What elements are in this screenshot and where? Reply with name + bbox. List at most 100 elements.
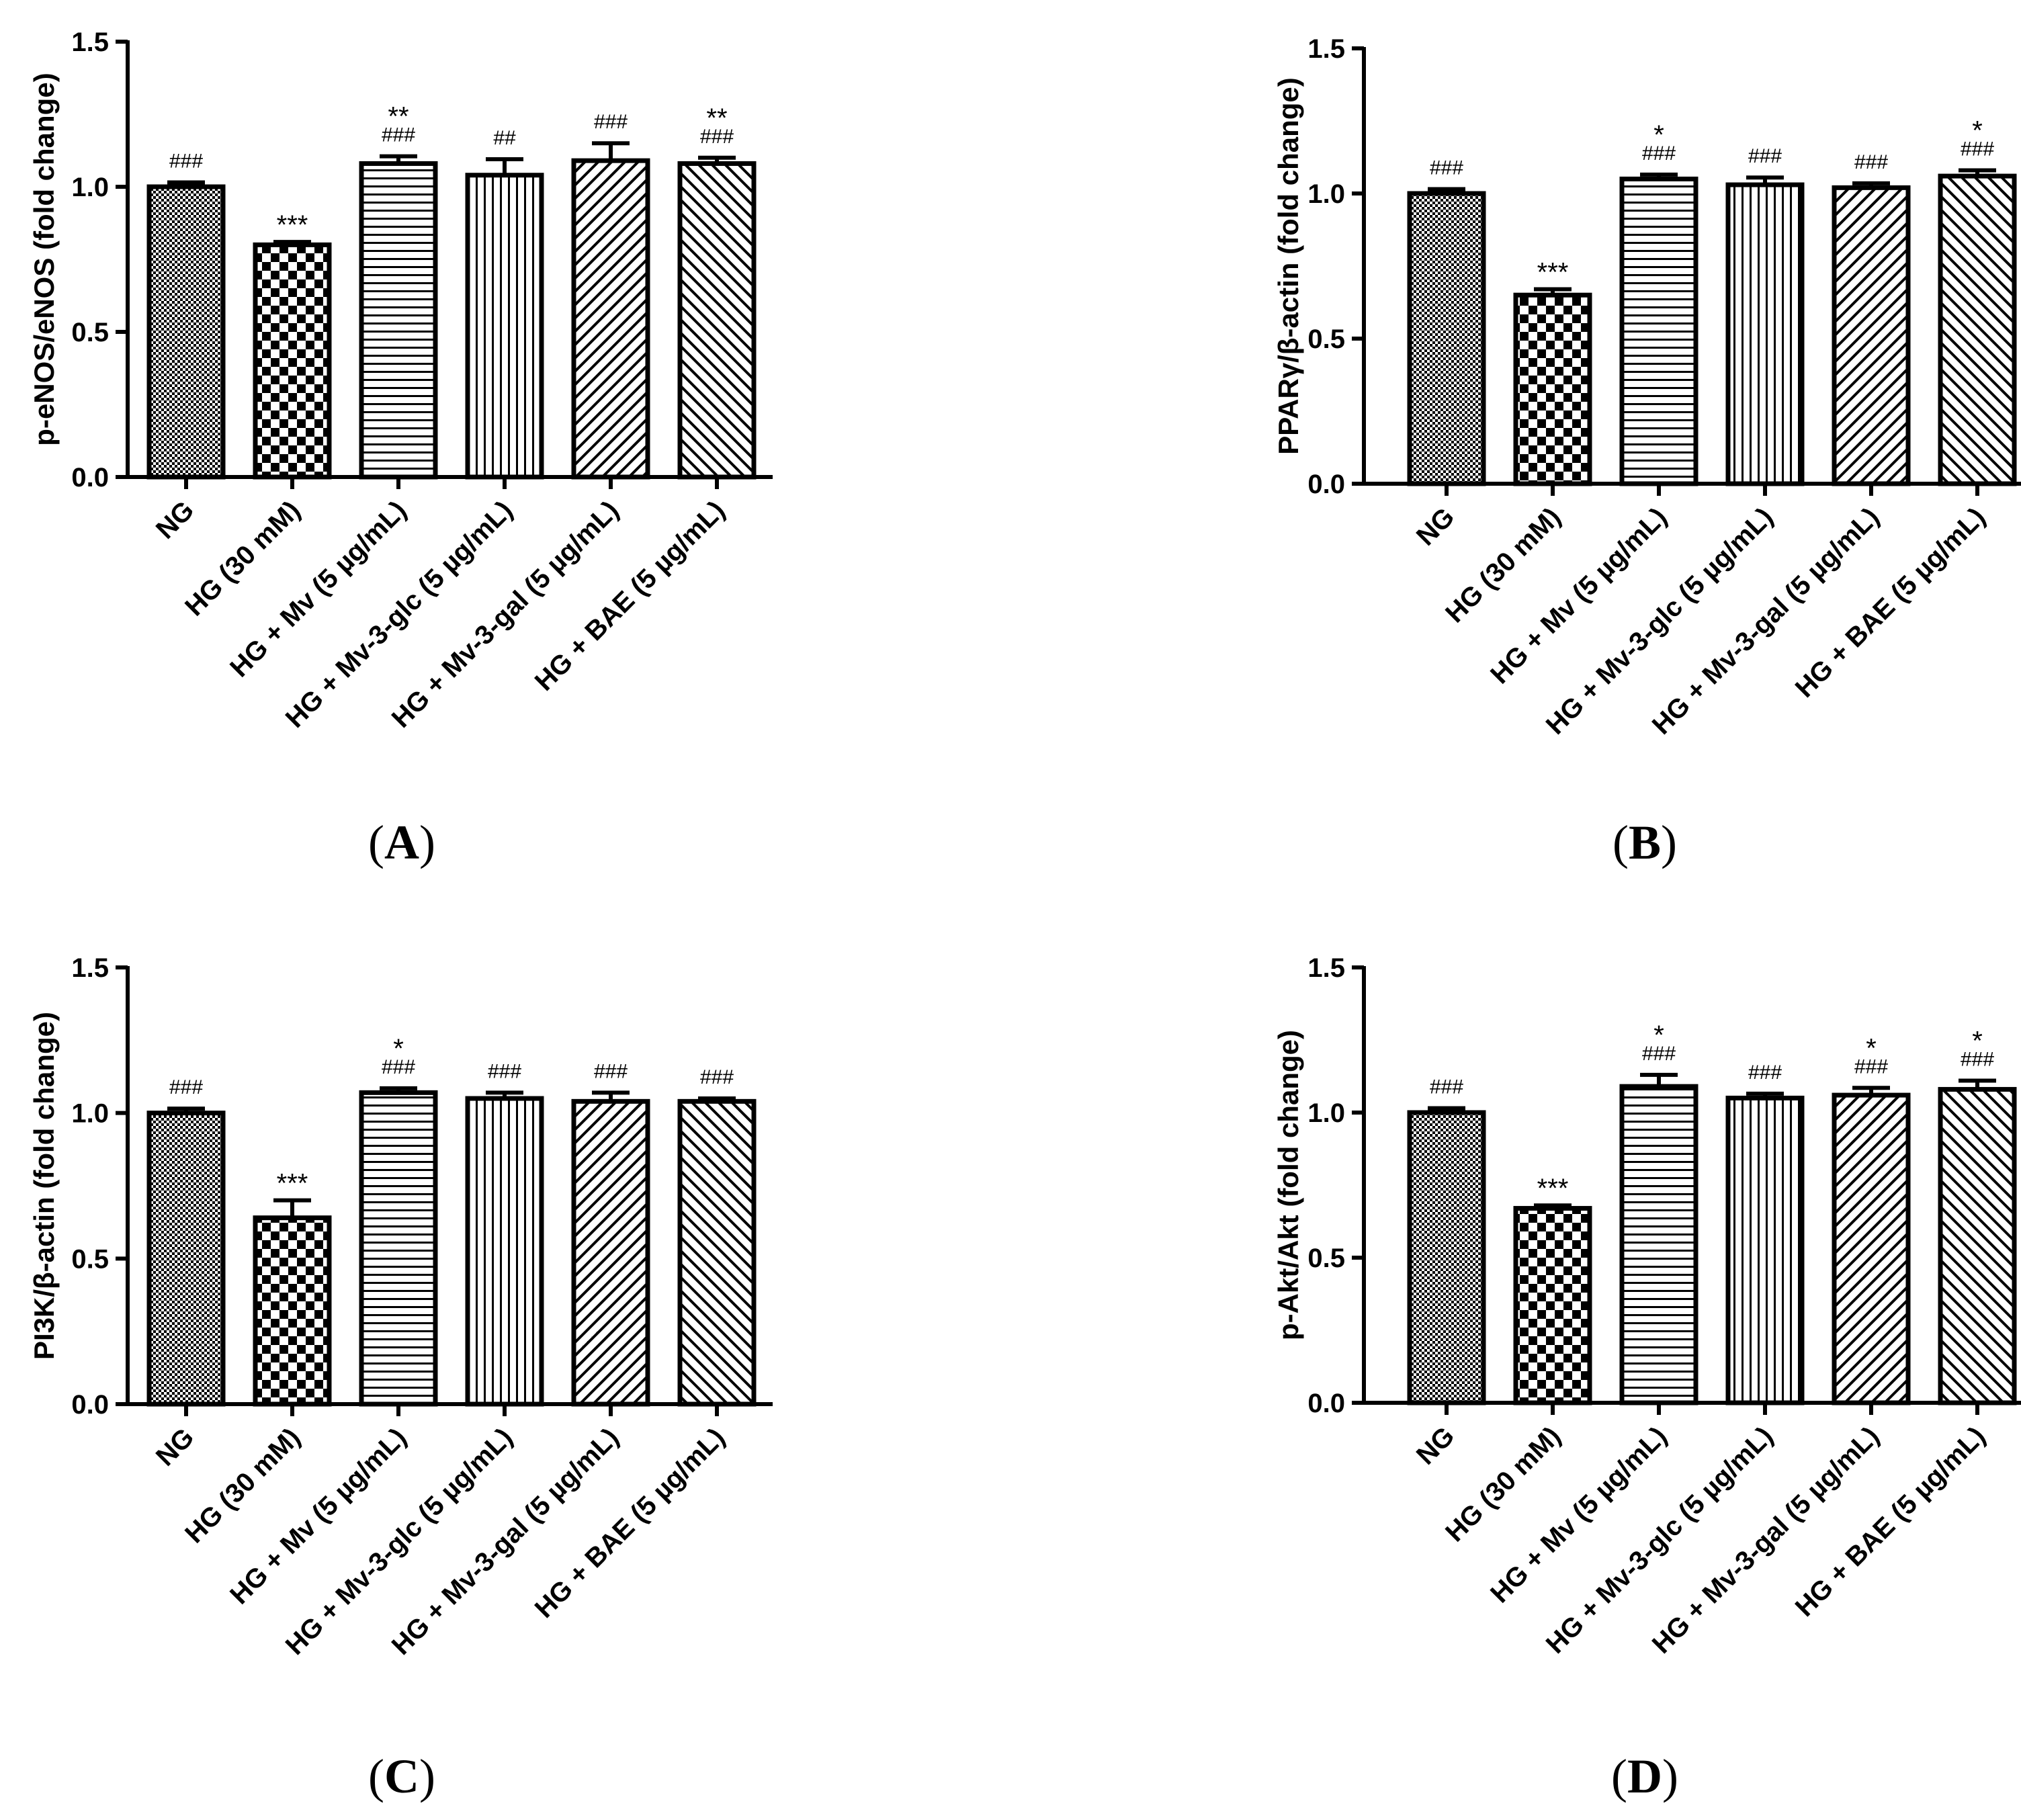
sig-hash: ### — [1430, 157, 1463, 179]
x-category-label: HG + Mv-3-glc (5 µg/mL) — [1541, 502, 1779, 740]
y-axis-label: PPARγ/β-actin (fold change) — [1273, 77, 1304, 455]
x-category-label: HG + BAE (5 µg/mL) — [1790, 502, 1991, 703]
sig-hash: ### — [382, 1056, 415, 1078]
sig-star: * — [393, 1034, 404, 1064]
bar — [1619, 1084, 1698, 1405]
x-category-label: HG + Mv (5 µg/mL) — [224, 1422, 412, 1610]
bar — [146, 1111, 226, 1407]
bar — [465, 1096, 544, 1407]
bar — [359, 161, 438, 480]
sig-star: * — [1653, 1021, 1664, 1050]
bar — [465, 173, 544, 480]
y-tick-label: 0.0 — [71, 463, 109, 492]
bar — [571, 158, 650, 480]
x-category-label: HG + Mv-3-glc (5 µg/mL) — [280, 495, 519, 734]
sig-hash: ### — [594, 111, 628, 133]
sig-hash: ### — [1961, 1048, 1994, 1070]
bar — [146, 184, 226, 480]
sig-star: * — [1972, 1026, 1983, 1055]
y-tick-label: 0.5 — [71, 1244, 109, 1274]
bar — [1832, 185, 1911, 486]
sig-hash: ### — [169, 1076, 203, 1098]
sig-hash: ### — [1961, 138, 1994, 160]
bar — [1513, 292, 1592, 486]
bar — [1938, 173, 2017, 486]
sig-star: ** — [388, 102, 408, 132]
bar — [571, 1098, 650, 1407]
panel-letter: (A) — [368, 816, 435, 869]
x-category-label: HG + Mv-3-glc (5 µg/mL) — [280, 1422, 519, 1661]
x-category-label: NG — [1411, 502, 1461, 552]
sig-hash: ### — [382, 124, 415, 146]
y-axis-label: p-Akt/Akt (fold change) — [1273, 1030, 1304, 1340]
bar — [1407, 1110, 1486, 1405]
y-tick-label: 1.5 — [1307, 953, 1345, 983]
x-category-label: HG + BAE (5 µg/mL) — [1790, 1421, 1991, 1622]
panel-C: 0.0 0.5 1.0 1.5 PI3K/β-actin (fold change) ##… — [28, 953, 773, 1803]
x-category-label: HG + Mv-3-gal (5 µg/mL) — [1647, 1421, 1885, 1659]
sig-hash: ### — [169, 150, 203, 173]
x-category-label: HG + Mv (5 µg/mL) — [1485, 1421, 1672, 1608]
sig-star: ** — [706, 103, 727, 133]
sig-hash: ### — [1854, 151, 1888, 173]
y-tick-label: 0.0 — [1307, 1389, 1345, 1418]
sig-hash: ### — [700, 126, 734, 148]
bar — [1619, 176, 1698, 486]
sig-star: *** — [1537, 258, 1569, 288]
bar — [1725, 1095, 1805, 1405]
y-tick-label: 0.0 — [1307, 470, 1345, 499]
sig-hash: ### — [1642, 142, 1676, 165]
bar — [1407, 191, 1486, 486]
bar — [1938, 1086, 2017, 1405]
x-category-label: HG + Mv (5 µg/mL) — [1485, 502, 1672, 689]
bar — [1832, 1092, 1911, 1405]
sig-hash: ### — [594, 1060, 628, 1082]
y-tick-label: 0.5 — [1307, 324, 1345, 354]
x-category-label: HG + Mv-3-glc (5 µg/mL) — [1541, 1421, 1779, 1659]
bar — [1725, 182, 1805, 486]
y-tick-label: 1.0 — [71, 173, 109, 202]
bar — [359, 1090, 438, 1407]
sig-star: * — [1972, 116, 1983, 145]
y-tick-label: 0.5 — [1307, 1244, 1345, 1273]
x-category-label: HG + BAE (5 µg/mL) — [529, 1422, 731, 1624]
sig-hash: ### — [1430, 1076, 1463, 1098]
sig-star: * — [1653, 120, 1664, 150]
panel-D: 0.0 0.5 1.0 1.5 p-Akt/Akt (fold change) ### NG… — [1273, 953, 2021, 1803]
sig-star: *** — [277, 210, 308, 240]
x-category-label: NG — [1411, 1421, 1461, 1471]
y-tick-label: 1.5 — [71, 953, 109, 983]
sig-hash: ### — [1748, 1061, 1782, 1084]
y-tick-label: 1.5 — [1307, 34, 1345, 64]
y-tick-label: 0.0 — [71, 1390, 109, 1420]
panel-A: 0.0 0.5 1.0 1.5 p-eNOS/eNOS (fold change) ###… — [28, 28, 773, 869]
sig-star: * — [1866, 1033, 1877, 1063]
sig-star: *** — [1537, 1174, 1569, 1203]
bar — [677, 161, 757, 480]
panel-letter: (C) — [368, 1749, 435, 1803]
sig-star: *** — [277, 1169, 308, 1199]
bar — [677, 1098, 757, 1407]
x-category-label: NG — [150, 1422, 200, 1472]
sig-hash: ### — [488, 1060, 521, 1082]
y-tick-label: 1.0 — [71, 1099, 109, 1129]
bar — [253, 242, 332, 480]
y-axis-label: PI3K/β-actin (fold change) — [28, 1012, 60, 1360]
x-category-label: HG + Mv-3-gal (5 µg/mL) — [386, 495, 625, 734]
bar — [253, 1215, 332, 1407]
x-category-label: HG + BAE (5 µg/mL) — [529, 495, 731, 697]
y-axis-label: p-eNOS/eNOS (fold change) — [28, 73, 60, 445]
y-tick-label: 1.0 — [1307, 179, 1345, 209]
sig-hash: ### — [1748, 145, 1782, 167]
y-tick-label: 0.5 — [71, 318, 109, 347]
x-category-label: HG + Mv-3-gal (5 µg/mL) — [1647, 502, 1885, 740]
x-category-label: HG + Mv (5 µg/mL) — [224, 495, 412, 683]
y-tick-label: 1.0 — [1307, 1098, 1345, 1128]
panel-letter: (B) — [1612, 816, 1677, 869]
y-tick-label: 1.5 — [71, 28, 109, 57]
bar — [1513, 1206, 1592, 1405]
sig-hash: ### — [1854, 1055, 1888, 1078]
